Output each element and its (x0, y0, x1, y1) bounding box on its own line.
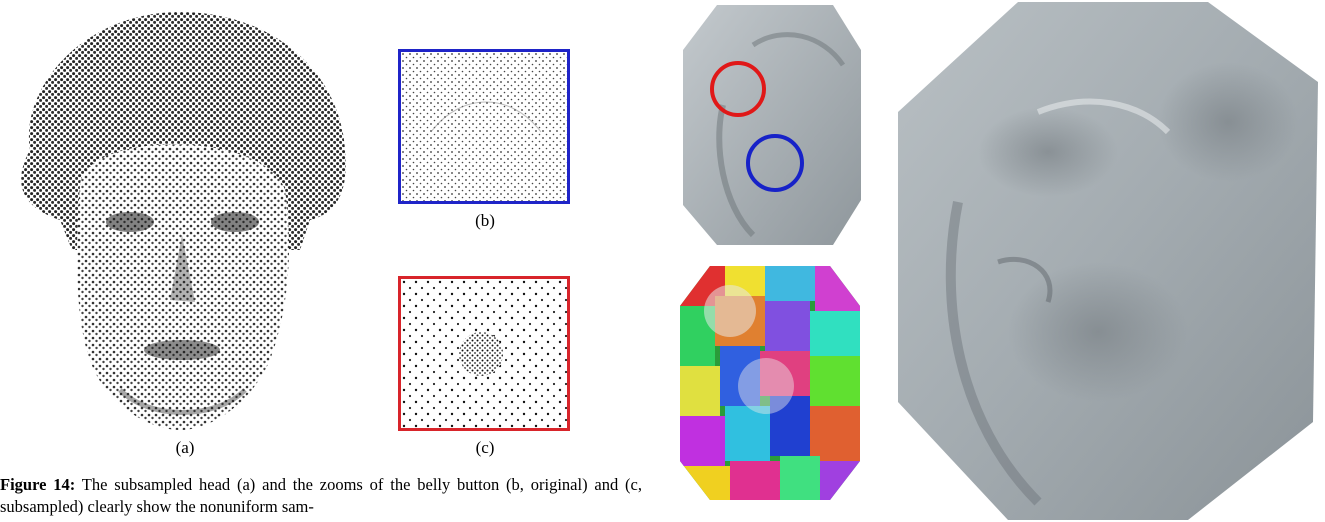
figure-caption: Figure 14: The subsampled head (a) and t… (0, 474, 642, 518)
panel-label-c: (c) (475, 438, 495, 457)
figure-caption-text: The subsampled head (a) and the zooms of… (0, 475, 642, 516)
zoom-subsampled-points-icon (401, 279, 567, 428)
bust-mesh-large-icon (898, 2, 1318, 520)
blue-circle-marker (746, 134, 804, 192)
zoom-original-points-icon (401, 52, 567, 201)
zoom-original-panel (398, 49, 570, 204)
panel-label-b: (b) (475, 211, 495, 230)
head-point-cloud-panel (0, 0, 360, 434)
bust-mesh-icon (683, 5, 861, 245)
segmentation-patches-icon (680, 266, 860, 500)
zoom-subsampled-panel (398, 276, 570, 431)
panel-label-a: (a) (175, 438, 195, 457)
bust-mesh-large-panel (898, 2, 1318, 520)
figure-caption-label: Figure 14: (0, 475, 76, 494)
segmentation-panel (680, 266, 860, 500)
head-point-cloud-icon (21, 11, 346, 430)
bust-mesh-panel (683, 5, 861, 245)
red-circle-marker (710, 61, 766, 117)
